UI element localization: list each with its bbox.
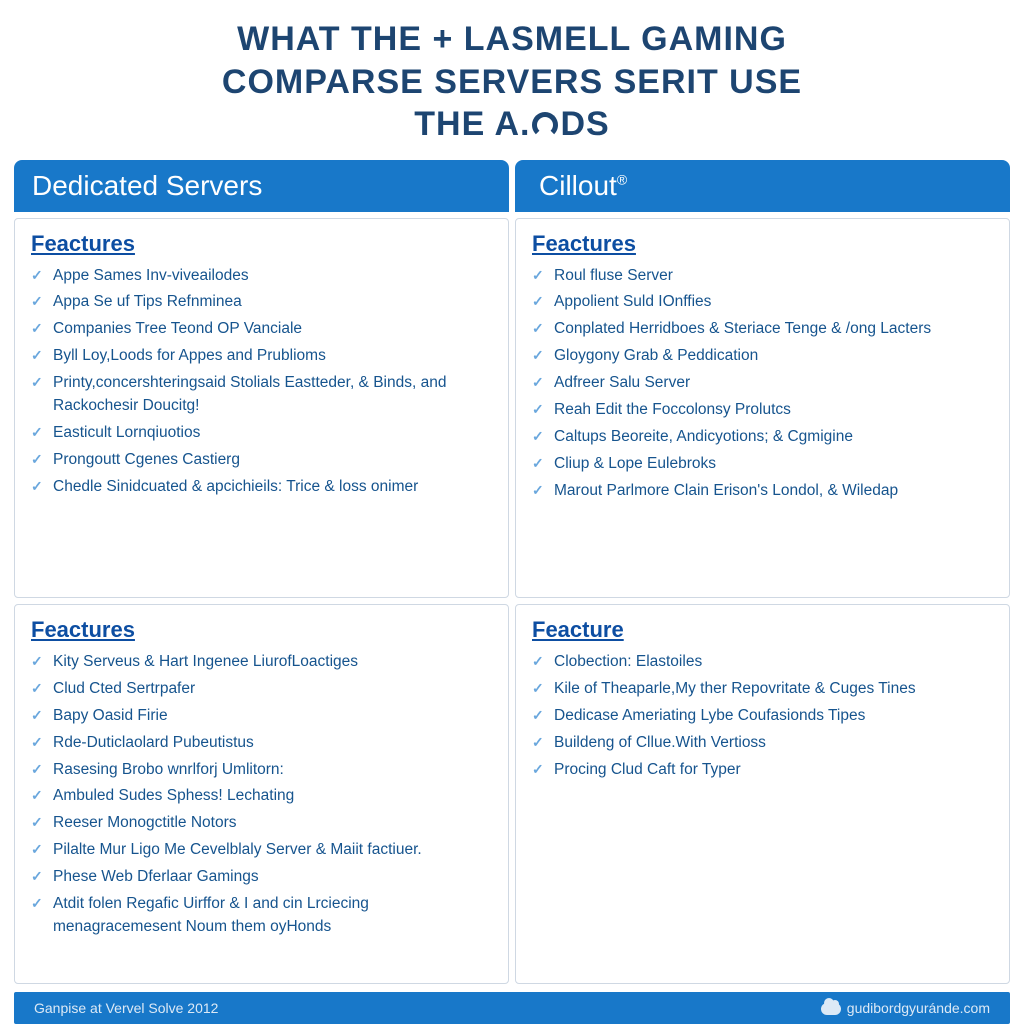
footer-right: gudibordgyuránde.com [821, 1000, 990, 1016]
list-item: Appolient Suld IOnffies [532, 291, 993, 314]
list-item: Bapy Oasid Firie [31, 705, 492, 728]
feature-list: Roul fluse Server Appolient Suld IOnffie… [532, 265, 993, 503]
footer-right-text: gudibordgyuránde.com [847, 1000, 990, 1016]
section-title: Feactures [31, 231, 492, 257]
list-item: Rde-Duticlaolard Pubeutistus [31, 732, 492, 755]
list-item: Easticult Lornqiuotios [31, 422, 492, 445]
list-item: Adfreer Salu Server [532, 372, 993, 395]
list-item: Reah Edit the Foccolonsy Prolutcs [532, 399, 993, 422]
list-item: Marout Parlmore Clain Erison's Londol, &… [532, 480, 993, 503]
feature-list: Kity Serveus & Hart Ingenee LiurofLoacti… [31, 651, 492, 939]
list-item: Appe Sames Inv-viveailodes [31, 265, 492, 288]
list-item: Byll Loy,Loods for Appes and Prublioms [31, 345, 492, 368]
column-header-left: Dedicated Servers [14, 160, 509, 212]
list-item: Chedle Sinidcuated & apcichieils: Trice … [31, 476, 492, 499]
title-line-3-pre: THE A. [414, 105, 530, 143]
section-title: Feactures [31, 617, 492, 643]
cloud-icon [821, 1003, 841, 1015]
list-item: Phese Web Dferlaar Gamings [31, 866, 492, 889]
column-header-right-label: Cillout [539, 170, 617, 201]
panel-bottom-left: Feactures Kity Serveus & Hart Ingenee Li… [14, 604, 509, 984]
footer-bar: Ganpise at Vervel Solve 2012 gudibordgyu… [14, 992, 1010, 1024]
list-item: Prongoutt Cgenes Castierg [31, 449, 492, 472]
list-item: Procing Clud Caft for Typer [532, 759, 993, 782]
comparison-grid: Dedicated Servers Cillout® Feactures App… [0, 160, 1024, 985]
list-item: Atdit folen Regafic Uirffor & I and cin … [31, 893, 492, 939]
list-item: Printy,concershteringsaid Stolials Eastt… [31, 372, 492, 418]
list-item: Rasesing Brobo wnrlforj Umlitorn: [31, 759, 492, 782]
list-item: Clud Cted Sertrpafer [31, 678, 492, 701]
section-title: Feacture [532, 617, 993, 643]
column-header-right: Cillout® [515, 160, 1010, 212]
panel-top-left: Feactures Appe Sames Inv-viveailodes App… [14, 218, 509, 598]
list-item: Conplated Herridboes & Steriace Tenge & … [532, 318, 993, 341]
list-item: Clobection: Elastoiles [532, 651, 993, 674]
list-item: Kile of Theaparle,My ther Repovritate & … [532, 678, 993, 701]
list-item: Appa Se uf Tips Refnminea [31, 291, 492, 314]
panel-top-right: Feactures Roul fluse Server Appolient Su… [515, 218, 1010, 598]
list-item: Caltups Beoreite, Andicyotions; & Cgmigi… [532, 426, 993, 449]
section-title: Feactures [532, 231, 993, 257]
list-item: Dedicase Ameriating Lybe Coufasionds Tip… [532, 705, 993, 728]
list-item: Companies Tree Teond OP Vanciale [31, 318, 492, 341]
list-item: Cliup & Lope Eulebroks [532, 453, 993, 476]
list-item: Kity Serveus & Hart Ingenee LiurofLoacti… [31, 651, 492, 674]
title-line-1: WHAT THE + LASMELL GAMING [40, 18, 984, 61]
title-line-2: COMPARSE SERVERS SERIT USE [40, 61, 984, 104]
feature-list: Appe Sames Inv-viveailodes Appa Se uf Ti… [31, 265, 492, 499]
page-title: WHAT THE + LASMELL GAMING COMPARSE SERVE… [0, 0, 1024, 160]
list-item: Ambuled Sudes Sphess! Lechating [31, 785, 492, 808]
column-header-right-sup: ® [617, 171, 627, 187]
list-item: Gloygony Grab & Peddication [532, 345, 993, 368]
title-line-3-post: DS [560, 105, 609, 143]
list-item: Reeser Monogctitle Notors [31, 812, 492, 835]
feature-list: Clobection: Elastoiles Kile of Theaparle… [532, 651, 993, 782]
list-item: Roul fluse Server [532, 265, 993, 288]
list-item: Pilalte Mur Ligo Me Cevelblaly Server & … [31, 839, 492, 862]
footer-left: Ganpise at Vervel Solve 2012 [34, 1000, 218, 1016]
list-item: Buildeng of Cllue.With Vertioss [532, 732, 993, 755]
arc-icon [532, 112, 558, 138]
panel-bottom-right: Feacture Clobection: Elastoiles Kile of … [515, 604, 1010, 984]
title-line-3: THE A. DS [40, 103, 984, 146]
